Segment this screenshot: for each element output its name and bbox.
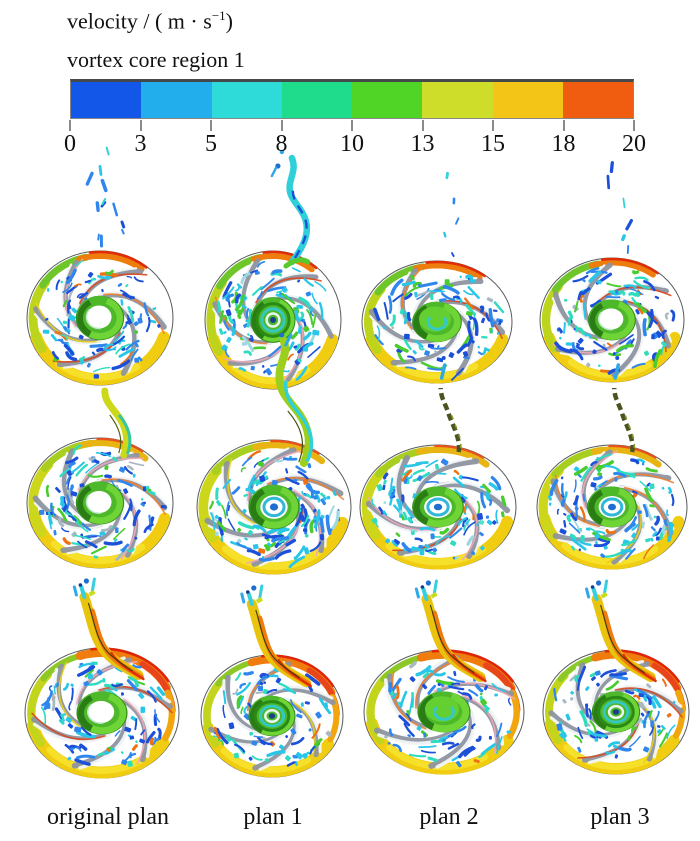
colorbar-tick-label: 0 bbox=[64, 131, 76, 157]
colorbar-title-exponent: −1 bbox=[211, 8, 226, 23]
colorbar-tick bbox=[210, 120, 212, 131]
vortex-panel-r2c1 bbox=[26, 387, 174, 569]
colorbar bbox=[70, 79, 634, 119]
panel-label-plan-1: plan 1 bbox=[243, 804, 303, 830]
colorbar-tick bbox=[492, 120, 494, 131]
colorbar-segment bbox=[352, 82, 423, 118]
colorbar-tick bbox=[633, 120, 635, 131]
vortex-panel-r3c1 bbox=[24, 577, 180, 779]
colorbar-tick-label: 20 bbox=[622, 131, 646, 157]
colorbar-tick bbox=[562, 120, 565, 131]
colorbar-tick bbox=[280, 120, 283, 131]
colorbar-segment bbox=[422, 82, 493, 118]
panel-label-plan-3: plan 3 bbox=[590, 804, 650, 830]
colorbar-segment bbox=[492, 82, 563, 118]
vortex-panel-r3c3 bbox=[363, 579, 525, 775]
colorbar-segment bbox=[141, 82, 212, 118]
colorbar-tick bbox=[69, 120, 71, 131]
colorbar-tick-label: 13 bbox=[410, 131, 435, 157]
colorbar-tick-label: 15 bbox=[481, 131, 505, 157]
colorbar-tick-label: 18 bbox=[551, 131, 576, 157]
colorbar-tick bbox=[421, 120, 424, 131]
vortex-panel-r2c4 bbox=[536, 356, 688, 570]
colorbar-title: velocity / ( m · s−1) bbox=[67, 8, 233, 34]
vortex-panel-r1c2 bbox=[204, 149, 342, 390]
panel-label-original-plan: original plan bbox=[47, 804, 169, 830]
colorbar-tick-label: 8 bbox=[275, 131, 288, 157]
colorbar-segment bbox=[71, 82, 142, 118]
colorbar-segment bbox=[562, 82, 633, 118]
vortex-panel-r2c3 bbox=[359, 356, 517, 570]
colorbar-tick-label: 5 bbox=[205, 131, 217, 157]
colorbar-tick bbox=[351, 120, 353, 131]
colorbar-tick-label: 3 bbox=[134, 131, 147, 157]
vortex-panel-r1c1 bbox=[26, 146, 174, 386]
colorbar-segment bbox=[211, 82, 282, 118]
colorbar-tick-label: 10 bbox=[340, 131, 364, 157]
panel-label-plan-2: plan 2 bbox=[419, 804, 479, 830]
colorbar-title-close: ) bbox=[225, 8, 233, 34]
vortex-panel-r3c2 bbox=[200, 584, 344, 778]
colorbar-subtitle: vortex core region 1 bbox=[67, 47, 245, 72]
vortex-panel-r1c3 bbox=[361, 171, 513, 384]
colorbar-tick bbox=[139, 120, 142, 131]
colorbar-segment bbox=[281, 82, 352, 118]
vortex-panel-r1c4 bbox=[539, 161, 685, 383]
vortex-panel-r2c2 bbox=[196, 332, 352, 575]
vortex-panel-r3c4 bbox=[542, 579, 690, 775]
colorbar-title-text: velocity / ( m · s bbox=[67, 8, 212, 34]
